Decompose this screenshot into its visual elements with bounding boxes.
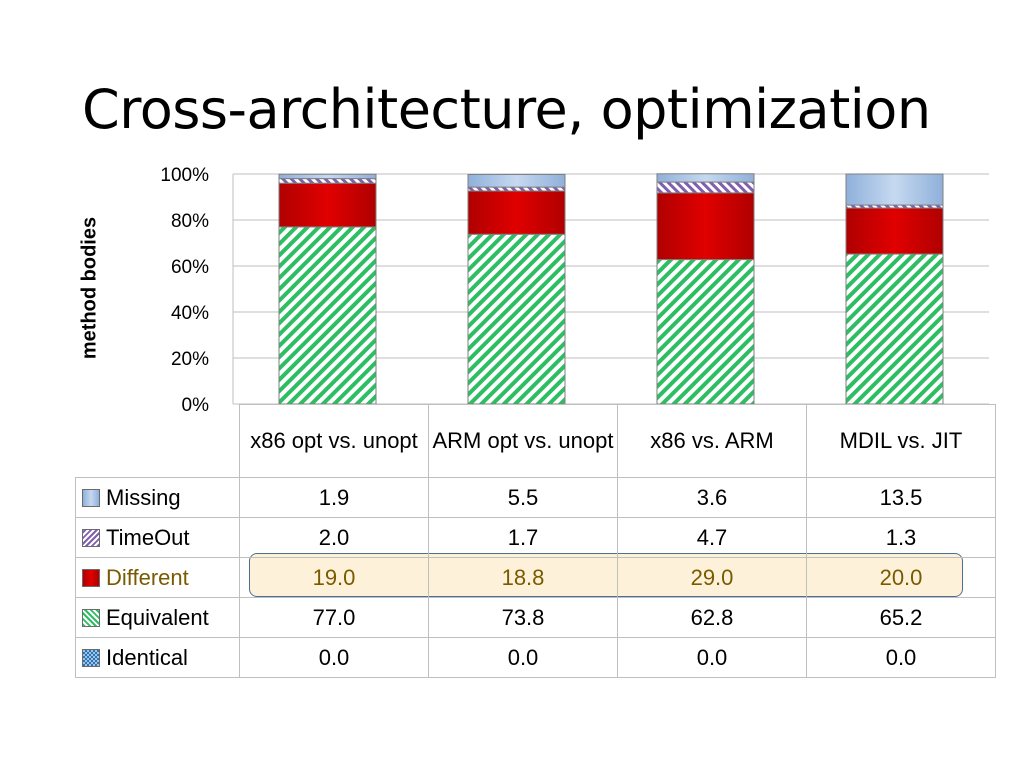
bar-segment-timeout-3 xyxy=(656,181,755,194)
data-label: 0.0 xyxy=(428,637,618,678)
legend-entry: Identical xyxy=(75,637,240,678)
data-label: 20.0 xyxy=(806,557,996,598)
legend-label: Equivalent xyxy=(106,604,209,630)
bar-segment-missing-4 xyxy=(845,173,944,206)
legend-label: Different xyxy=(106,564,189,590)
y-tick-label: 60% xyxy=(171,257,209,278)
bar-segment-different-3 xyxy=(656,192,755,261)
data-label: 5.5 xyxy=(428,477,618,518)
bar-segment-missing-2 xyxy=(467,173,566,188)
bar-segment-timeout-2 xyxy=(467,186,566,192)
table-header-row: x86 opt vs. unopt ARM opt vs. unopt x86 vs… xyxy=(75,404,996,478)
bar-segment-timeout-1 xyxy=(278,178,377,184)
bar-segment-equivalent-2 xyxy=(467,233,566,405)
data-table: x86 opt vs. unopt ARM opt vs. unopt x86 vs… xyxy=(75,404,996,678)
data-label: 29.0 xyxy=(617,557,807,598)
bar-segment-equivalent-1 xyxy=(278,226,377,405)
data-label: 0.0 xyxy=(239,637,429,678)
table-row: TimeOut 2.0 1.7 4.7 1.3 xyxy=(75,517,996,558)
table-row: Equivalent 77.0 73.8 62.8 65.2 xyxy=(75,597,996,638)
legend-swatch xyxy=(82,568,100,587)
category-label: x86 vs. ARM xyxy=(617,404,807,478)
legend-swatch xyxy=(82,648,100,667)
bar-segment-missing-1 xyxy=(278,173,377,180)
table-row: Different 19.0 18.8 29.0 20.0 xyxy=(75,557,996,598)
bar-segment-equivalent-3 xyxy=(656,259,755,405)
legend-label: Identical xyxy=(106,644,188,670)
legend-swatch xyxy=(82,488,100,507)
data-label: 1.9 xyxy=(239,477,429,518)
y-tick-labels: 0%20%40%60%80%100% xyxy=(160,165,209,416)
legend-entry: Equivalent xyxy=(75,597,240,638)
legend-swatch xyxy=(82,528,100,547)
data-label: 4.7 xyxy=(617,517,807,558)
category-label: x86 opt vs. unopt xyxy=(239,404,429,478)
category-label: MDIL vs. JIT xyxy=(806,404,996,478)
table-row: Missing 1.9 5.5 3.6 13.5 xyxy=(75,477,996,518)
data-label: 0.0 xyxy=(806,637,996,678)
data-label: 62.8 xyxy=(617,597,807,638)
table-row: Identical 0.0 0.0 0.0 0.0 xyxy=(75,637,996,678)
data-label: 2.0 xyxy=(239,517,429,558)
legend-entry: TimeOut xyxy=(75,517,240,558)
bars xyxy=(278,173,944,405)
data-label: 73.8 xyxy=(428,597,618,638)
data-label: 77.0 xyxy=(239,597,429,638)
table-corner xyxy=(75,404,240,478)
y-tick-label: 40% xyxy=(171,303,209,324)
data-label: 1.3 xyxy=(806,517,996,558)
data-label: 18.8 xyxy=(428,557,618,598)
slide-title: Cross-architecture, optimization xyxy=(82,78,931,141)
data-label: 1.7 xyxy=(428,517,618,558)
bar-segment-different-1 xyxy=(278,182,377,228)
y-tick-label: 20% xyxy=(171,349,209,370)
data-label: 65.2 xyxy=(806,597,996,638)
legend-swatch xyxy=(82,608,100,627)
data-label: 19.0 xyxy=(239,557,429,598)
category-label: ARM opt vs. unopt xyxy=(428,404,618,478)
y-tick-label: 80% xyxy=(171,211,209,232)
bar-segment-different-4 xyxy=(845,207,944,255)
bar-segment-equivalent-4 xyxy=(845,253,944,405)
legend-entry: Missing xyxy=(75,477,240,518)
data-label: 13.5 xyxy=(806,477,996,518)
bar-segment-different-2 xyxy=(467,190,566,235)
legend-label: TimeOut xyxy=(106,524,190,550)
legend-entry: Different xyxy=(75,557,240,598)
bar-segment-missing-3 xyxy=(656,173,755,183)
legend-label: Missing xyxy=(106,484,181,510)
data-label: 3.6 xyxy=(617,477,807,518)
data-label: 0.0 xyxy=(617,637,807,678)
y-tick-label: 100% xyxy=(160,165,209,186)
